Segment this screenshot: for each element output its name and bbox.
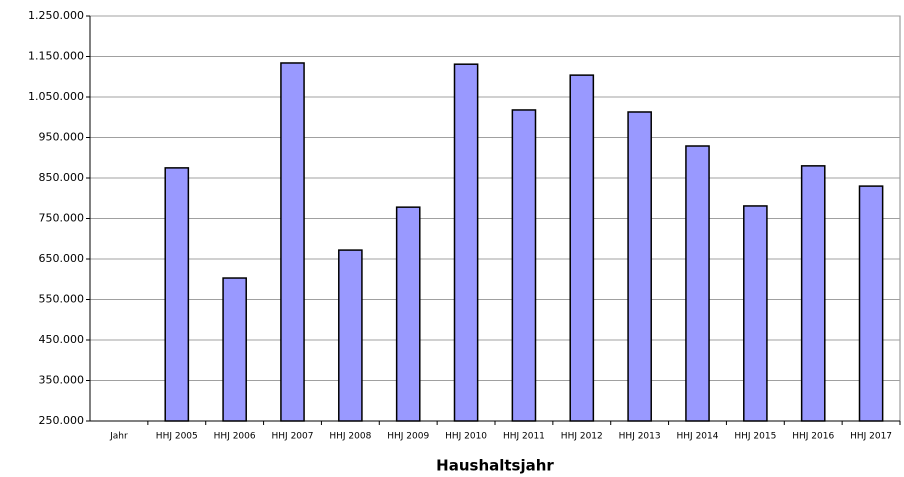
bar bbox=[685, 145, 710, 422]
x-tick-label: HHJ 2011 bbox=[503, 432, 545, 442]
y-tick-label: 750.000 bbox=[39, 212, 85, 225]
y-tick-label: 650.000 bbox=[39, 252, 85, 265]
y-tick-label: 850.000 bbox=[39, 171, 85, 184]
y-tick-label: 950.000 bbox=[39, 131, 85, 144]
bar bbox=[627, 111, 652, 422]
bar bbox=[395, 206, 421, 422]
x-tick-label: HHJ 2016 bbox=[792, 432, 834, 442]
x-tick-label: HHJ 2006 bbox=[214, 432, 256, 442]
x-tick-label: HHJ 2017 bbox=[850, 432, 892, 442]
x-tick-label: HHJ 2013 bbox=[619, 432, 661, 442]
x-tick-label: HHJ 2015 bbox=[734, 432, 776, 442]
y-tick-label: 250.000 bbox=[39, 414, 85, 427]
bar bbox=[858, 185, 884, 422]
bar bbox=[800, 165, 826, 422]
bar bbox=[511, 109, 537, 422]
bar bbox=[338, 249, 363, 422]
x-axis-label: Haushaltsjahr bbox=[436, 457, 554, 475]
x-tick-label: HHJ 2008 bbox=[329, 432, 371, 442]
y-tick-label: 1.050.000 bbox=[28, 90, 84, 103]
bar bbox=[164, 167, 190, 422]
y-tick-label: 350.000 bbox=[39, 374, 85, 387]
bar bbox=[222, 277, 247, 422]
bar bbox=[280, 62, 305, 422]
x-tick-label: HHJ 2007 bbox=[272, 432, 314, 442]
x-tick-label: HHJ 2012 bbox=[561, 432, 603, 442]
y-tick-label: 450.000 bbox=[39, 333, 85, 346]
y-tick-label: 1.150.000 bbox=[28, 50, 84, 63]
x-tick-label: HHJ 2014 bbox=[677, 432, 719, 442]
x-tick-label: HHJ 2010 bbox=[445, 432, 487, 442]
x-tick-label: HHJ 2005 bbox=[156, 432, 198, 442]
x-tick-label: Jahr bbox=[109, 432, 128, 442]
bar bbox=[569, 74, 595, 422]
bar bbox=[453, 63, 479, 422]
y-tick-label: 1.250.000 bbox=[28, 9, 84, 22]
bar bbox=[743, 205, 768, 422]
x-tick-label: HHJ 2009 bbox=[387, 432, 429, 442]
y-tick-label: 550.000 bbox=[39, 293, 85, 306]
